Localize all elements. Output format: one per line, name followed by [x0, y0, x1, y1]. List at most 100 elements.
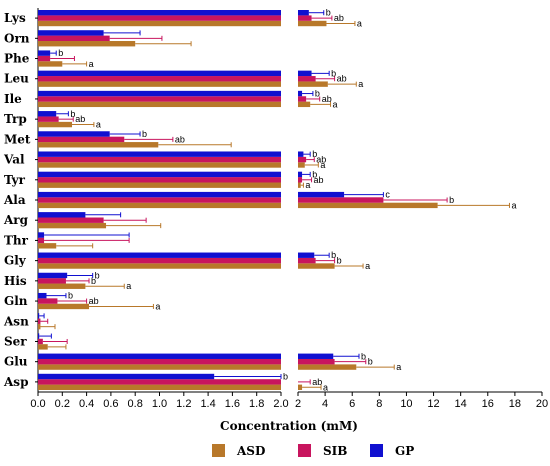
significance-label: ab — [334, 13, 344, 23]
bar-gp — [38, 191, 281, 198]
bar-gp — [38, 292, 47, 299]
x-tick-label: 1.6 — [225, 398, 240, 410]
bar-asd — [38, 283, 86, 289]
x-tick-label: 18 — [509, 398, 521, 410]
legend: ASD SIB GP — [212, 444, 414, 458]
x-tick-label: 1.2 — [176, 398, 191, 410]
bar-gp — [38, 252, 281, 258]
bar-asd — [38, 323, 41, 330]
bar-asd-right — [298, 182, 301, 188]
bar-asd-right — [298, 81, 328, 87]
significance-label: b — [95, 270, 100, 280]
bar-asd — [38, 162, 281, 168]
significance-label: a — [320, 160, 325, 170]
significance-label: a — [365, 261, 370, 271]
category-label: Asn — [3, 314, 29, 328]
bar-asd — [38, 344, 48, 350]
bar-gp — [38, 131, 110, 137]
bar-asd — [38, 20, 281, 27]
bar-gp-right — [298, 171, 303, 178]
significance-label: a — [89, 59, 94, 69]
significance-label: b — [70, 109, 75, 119]
bar-sib-right — [298, 358, 335, 365]
significance-label: b — [283, 371, 288, 381]
bar-gp — [38, 70, 281, 77]
significance-label: a — [323, 382, 328, 392]
legend-swatch-gp — [370, 444, 383, 457]
bar-sib — [38, 318, 41, 324]
bar-gp-right — [298, 191, 345, 198]
bar-gp — [38, 232, 45, 238]
bar-gp — [38, 10, 281, 16]
x-tick-label: 1.8 — [249, 398, 264, 410]
bar-asd — [38, 61, 63, 67]
bar-sib — [38, 136, 125, 143]
significance-label: a — [333, 99, 338, 109]
category-label: Arg — [3, 213, 29, 227]
bar-gp-right — [298, 151, 304, 157]
bar-asd-right — [298, 263, 335, 269]
bar-sib — [38, 35, 110, 42]
significance-label: a — [96, 120, 101, 130]
bar-asd — [38, 384, 281, 390]
bar-sib — [38, 156, 281, 163]
bar-sib — [38, 177, 281, 183]
x-tick-label: 0.8 — [128, 398, 143, 410]
bar-asd — [38, 182, 281, 188]
x-tick-label: 8 — [376, 398, 382, 410]
significance-label: b — [331, 250, 336, 260]
significance-label: b — [449, 195, 454, 205]
significance-label: b — [312, 169, 317, 179]
significance-label: b — [331, 68, 336, 78]
bar-sib-right — [298, 15, 312, 21]
bar-gp — [38, 50, 51, 56]
category-label: Met — [4, 132, 31, 146]
x-tick-label: 4 — [322, 398, 328, 410]
significance-label: b — [337, 256, 342, 266]
category-label: Thr — [4, 233, 29, 247]
bar-gp — [38, 151, 281, 157]
bar-asd-right — [298, 20, 327, 27]
bar-gp-right — [298, 252, 315, 258]
x-tick-label: 0.6 — [103, 398, 118, 410]
category-label: Trp — [4, 112, 27, 126]
category-label: Gly — [4, 254, 27, 268]
significance-label: b — [368, 357, 373, 367]
bar-gp — [38, 373, 215, 380]
bar-asd — [38, 142, 159, 148]
bar-sib — [38, 237, 45, 244]
bar-gp — [38, 333, 40, 339]
bar-sib-right — [298, 96, 307, 102]
bar-gp — [38, 212, 86, 218]
significance-label: a — [358, 79, 363, 89]
bar-sib-right — [298, 177, 303, 183]
significance-label: a — [305, 180, 310, 190]
bar-sib — [38, 298, 58, 304]
bar-gp — [38, 30, 104, 36]
significance-label: c — [385, 190, 390, 200]
bar-sib — [38, 55, 51, 62]
significance-label: ab — [175, 134, 185, 144]
bar-gp-right — [298, 10, 309, 16]
category-label: Ser — [4, 334, 27, 348]
legend-label-asd: ASD — [236, 444, 265, 458]
bar-sib — [38, 76, 281, 82]
significance-label: ab — [314, 175, 324, 185]
bar-sib-right — [298, 76, 316, 82]
significance-label: ab — [89, 296, 99, 306]
x-tick-label: 2 — [295, 398, 301, 410]
category-label: Glu — [4, 355, 28, 369]
bar-asd-right — [298, 162, 305, 168]
bar-asd-right — [298, 384, 303, 390]
bar-sib — [38, 379, 281, 385]
bar-sib — [38, 338, 43, 345]
bar-gp — [38, 171, 281, 178]
x-tick-label: 2.0 — [273, 398, 288, 410]
bar-asd — [38, 81, 281, 87]
category-label: Leu — [4, 72, 29, 86]
significance-label: a — [357, 19, 362, 29]
bar-sib — [38, 197, 281, 203]
bar-asd — [38, 303, 90, 310]
x-tick-label: 6 — [349, 398, 355, 410]
